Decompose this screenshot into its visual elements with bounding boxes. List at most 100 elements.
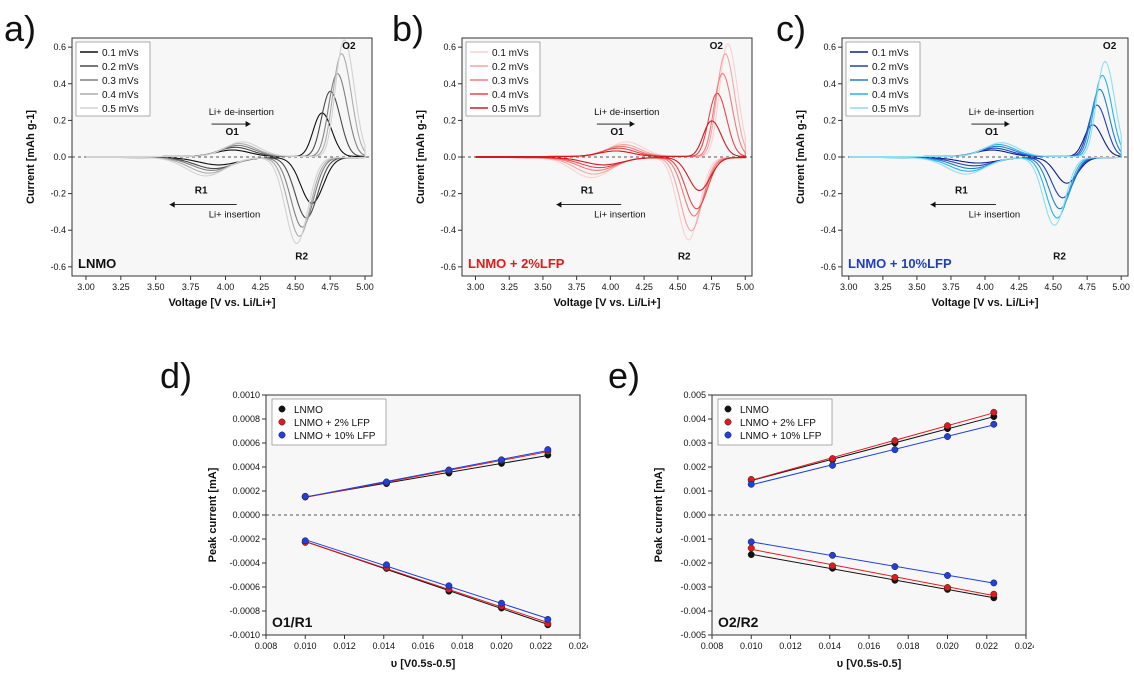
x-tick-label: 0.024: [1015, 641, 1034, 651]
deinsertion-label: Li+ de-insertion: [594, 107, 659, 118]
y-tick-label: 0.0: [823, 152, 836, 162]
x-tick-label: 0.008: [255, 641, 278, 651]
y-tick-label: -0.004: [680, 606, 706, 616]
y-axis-label: Peak current [mA]: [653, 467, 665, 562]
insertion-label: Li+ insertion: [594, 209, 646, 220]
cv-curve-0.5: [86, 39, 366, 245]
data-point-cathodic: [829, 551, 836, 559]
x-tick-label: 3.50: [534, 282, 552, 292]
y-tick-label: -0.2: [50, 189, 66, 199]
legend-marker: [278, 405, 286, 413]
panel-label-a: a): [4, 8, 37, 49]
y-tick-label: -0.4: [440, 225, 456, 235]
x-tick-label: 4.50: [1044, 282, 1062, 292]
y-tick-label: -0.0004: [229, 558, 260, 568]
x-tick-label: 3.75: [568, 282, 586, 292]
deinsertion-arrowhead: [1004, 121, 1010, 128]
y-tick-label: -0.4: [50, 225, 66, 235]
peak-plot-o1r1: 0.008 0.010 0.012 0.014 0.016 0.018 0.020 0.022…: [207, 390, 588, 670]
data-point-cathodic: [498, 599, 505, 607]
fit-line-cathodic: [305, 540, 548, 623]
data-point-anodic: [990, 408, 998, 416]
y-tick-label: -0.6: [440, 262, 456, 272]
y-tick-label: 0.6: [443, 42, 456, 52]
y-tick-label: -0.001: [680, 534, 706, 544]
y-tick-label: 0.0: [53, 152, 66, 162]
x-tick-label: 4.25: [635, 282, 653, 292]
y-tick-label: -0.005: [680, 630, 706, 640]
x-tick-label: 3.00: [840, 282, 858, 292]
data-point-cathodic: [747, 538, 755, 546]
fit-line-anodic: [751, 424, 994, 486]
x-axis-label: υ [V0.5s-0.5]: [391, 658, 456, 670]
x-tick-label: 0.016: [858, 641, 881, 651]
deinsertion-arrowhead: [245, 121, 251, 128]
sample-label: LNMO + 10%LFP: [848, 256, 952, 271]
y-tick-label: 0.2: [823, 115, 836, 125]
x-tick-label: 0.012: [333, 641, 356, 651]
x-tick-label: 0.022: [975, 641, 998, 651]
y-tick-label: 0.0004: [232, 462, 260, 472]
data-point-anodic: [829, 461, 836, 469]
peak-label-o1: O1: [225, 127, 239, 138]
y-tick-label: -0.0008: [229, 606, 260, 616]
insertion-label: Li+ insertion: [969, 209, 1021, 220]
data-point-cathodic: [747, 551, 755, 559]
legend-label: 0.4 mVs: [872, 90, 909, 101]
y-tick-label: 0.4: [443, 79, 456, 89]
y-tick-label: -0.0002: [229, 534, 260, 544]
data-point-anodic: [383, 478, 390, 486]
x-tick-label: 0.018: [897, 641, 920, 651]
cv-plot-lnmo-2lfp: 3.00 3.25 3.50 3.75 4.00 4.25 4.50 4.75 5.00 -0.6…: [415, 37, 754, 309]
legend-label: LNMO + 10% LFP: [740, 431, 822, 442]
sample-label: LNMO + 2%LFP: [468, 256, 565, 271]
legend-box: [845, 41, 921, 117]
y-tick-label: 0.003: [683, 438, 706, 448]
y-tick-label: 0.004: [683, 414, 706, 424]
legend-label: LNMO: [294, 405, 323, 416]
x-tick-label: 0.024: [569, 641, 588, 651]
x-axis-label: Voltage [V vs. Li/Li+]: [168, 297, 275, 309]
data-point-cathodic: [891, 573, 899, 581]
fit-line-cathodic: [751, 541, 994, 584]
data-point-cathodic: [301, 537, 309, 545]
x-axis-label: Voltage [V vs. Li/Li+]: [553, 297, 660, 309]
x-tick-label: 0.016: [412, 641, 435, 651]
fit-line-anodic: [751, 416, 994, 482]
data-point-anodic: [829, 455, 836, 463]
x-tick-label: 3.00: [467, 282, 485, 292]
x-tick-label: 3.75: [182, 282, 200, 292]
data-point-anodic: [445, 466, 453, 474]
x-tick-label: 4.75: [321, 282, 339, 292]
cv-plot-lnmo-10lfp: 3.00 3.25 3.50 3.75 4.00 4.25 4.50 4.75 5.00 -0.6…: [795, 37, 1130, 309]
x-tick-label: 0.010: [294, 641, 317, 651]
data-point-cathodic: [944, 584, 951, 591]
data-point-anodic: [891, 446, 899, 454]
panel-label-e: e): [608, 355, 641, 396]
fit-line-anodic: [305, 449, 548, 498]
data-point-anodic: [747, 480, 755, 488]
cv-curve-0.5: [475, 120, 746, 192]
x-tick-label: 4.75: [1078, 282, 1096, 292]
y-tick-label: 0.0: [443, 152, 456, 162]
y-tick-label: -0.003: [680, 582, 706, 592]
y-tick-label: -0.6: [820, 262, 836, 272]
y-tick-label: -0.2: [820, 189, 836, 199]
x-tick-label: 4.25: [1010, 282, 1028, 292]
x-tick-label: 4.00: [976, 282, 994, 292]
data-point-anodic: [990, 420, 998, 428]
fit-line-anodic: [751, 412, 994, 481]
peak-label-o1: O1: [985, 127, 999, 138]
legend-label: 0.3 mVs: [102, 76, 139, 87]
data-point-anodic: [301, 492, 309, 500]
peak-label-o2: O2: [342, 41, 356, 52]
x-tick-label: 3.75: [942, 282, 960, 292]
x-tick-label: 0.020: [490, 641, 513, 651]
data-point-cathodic: [747, 544, 755, 552]
cv-plot-lnmo: 3.00 3.25 3.50 3.75 4.00 4.25 4.50 4.75 5.00 -0.6…: [25, 37, 374, 309]
cv-curve-0.5: [848, 60, 1122, 226]
y-tick-label: 0.0002: [232, 486, 260, 496]
x-axis-label: Voltage [V vs. Li/Li+]: [931, 297, 1038, 309]
peak-label-o2: O2: [1103, 41, 1117, 52]
y-tick-label: 0.001: [683, 486, 706, 496]
